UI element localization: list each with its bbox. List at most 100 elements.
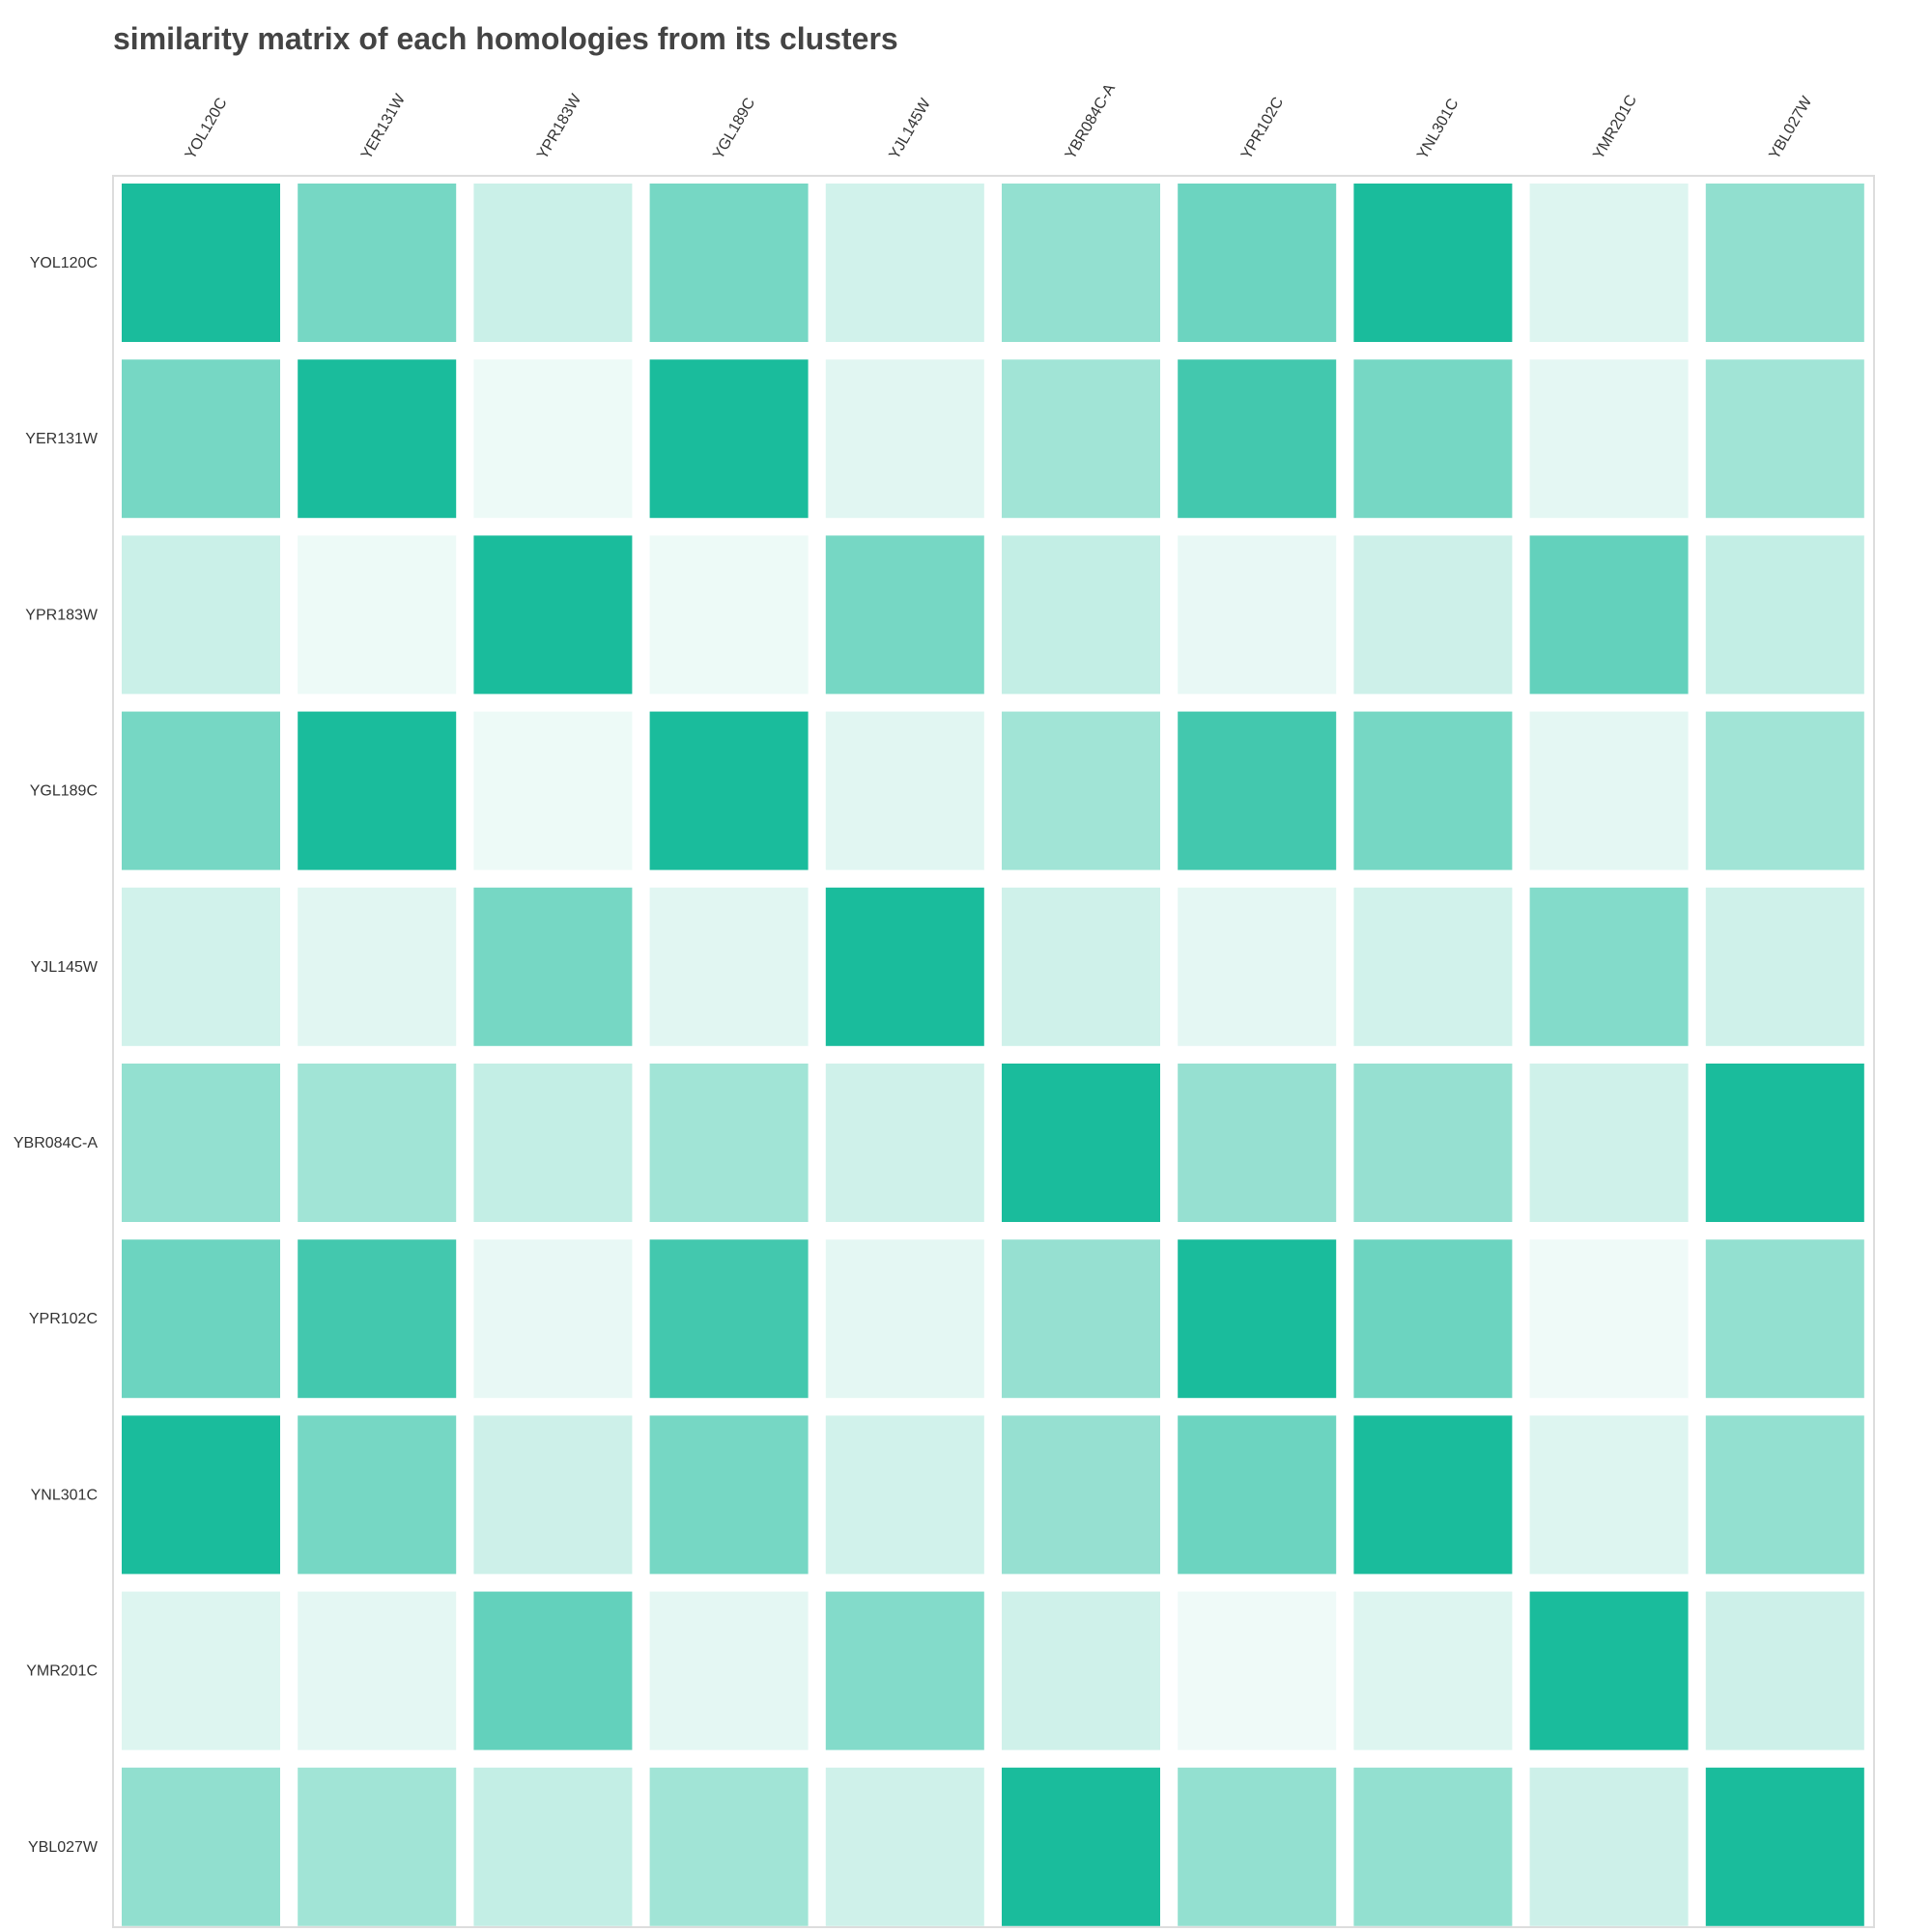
heatmap-cell [1529, 535, 1689, 695]
heatmap-cell [649, 359, 809, 519]
heatmap-cell [649, 1591, 809, 1750]
heatmap-cell [1529, 1591, 1689, 1750]
heatmap-cell [298, 535, 457, 695]
heatmap-cell [298, 1064, 457, 1222]
heatmap-cell [1353, 1064, 1513, 1222]
x-tick-label: YBR084C-A [1063, 81, 1119, 162]
heatmap-cell [473, 1591, 633, 1750]
heatmap-cell [825, 359, 984, 519]
x-tick-label: YER131W [358, 91, 410, 162]
x-axis-tick-labels: YOL120C YER131W YPR183W YGL189C YJL145W YBR08… [183, 81, 1816, 162]
heatmap-cell [1353, 711, 1513, 870]
heatmap-cell [1002, 184, 1160, 342]
heatmap-cell [1353, 1767, 1513, 1926]
heatmap-cell [1529, 711, 1689, 870]
y-tick-label: YJL145W [31, 959, 99, 976]
heatmap-cell [473, 1239, 633, 1399]
heatmap-cell [1178, 184, 1337, 342]
y-tick-label: YPR102C [29, 1311, 98, 1327]
heatmap-cell [1529, 1239, 1689, 1399]
heatmap-cell [1705, 1415, 1864, 1575]
plot-border [112, 175, 1875, 1928]
heatmap-cell [1529, 1767, 1689, 1926]
heatmap-cell [649, 711, 809, 870]
heatmap-cell [122, 1767, 280, 1926]
heatmap-cell [825, 887, 984, 1046]
heatmap-cell [1002, 887, 1160, 1046]
heatmap-cell [473, 1767, 633, 1926]
heatmap-cell [298, 1767, 457, 1926]
x-tick-label: YGL189C [710, 96, 758, 162]
heatmap-cell [122, 184, 280, 342]
heatmap-cell [298, 1415, 457, 1575]
y-tick-label: YPR183W [25, 607, 99, 623]
heatmap-cell [1353, 535, 1513, 695]
heatmap-cell [825, 1591, 984, 1750]
heatmap-cell [1178, 535, 1337, 695]
heatmap-cell [122, 535, 280, 695]
chart-title: similarity matrix of each homologies fro… [113, 21, 898, 56]
y-axis-tick-labels: YOL120C YER131W YPR183W YGL189C YJL145W YBR08… [14, 255, 99, 1856]
heatmap-cell [122, 1064, 280, 1222]
y-tick-label: YOL120C [30, 255, 98, 271]
heatmap-cell [1178, 711, 1337, 870]
heatmap-cell [1529, 887, 1689, 1046]
heatmap-cell [122, 711, 280, 870]
x-tick-label: YJL145W [887, 96, 935, 162]
heatmap-cell [1529, 1415, 1689, 1575]
heatmap-cell [1353, 1591, 1513, 1750]
x-tick-label: YOL120C [183, 96, 231, 162]
heatmap-cell [649, 1415, 809, 1575]
heatmap-cell [1178, 1415, 1337, 1575]
heatmap-cell [122, 359, 280, 519]
heatmap-cell [1178, 887, 1337, 1046]
x-tick-label: YMR201C [1590, 93, 1640, 162]
heatmap-cell [1705, 1591, 1864, 1750]
heatmap-cell [473, 711, 633, 870]
heatmap-cell [825, 1239, 984, 1399]
heatmap-cell [473, 1415, 633, 1575]
heatmap-cells [122, 184, 1864, 1926]
heatmap-cell [1178, 1767, 1337, 1926]
heatmap-cell [298, 184, 457, 342]
heatmap-cell [298, 711, 457, 870]
heatmap-cell [825, 1767, 984, 1926]
heatmap-cell [1705, 535, 1864, 695]
heatmap-cell [1353, 359, 1513, 519]
heatmap-cell [298, 1591, 457, 1750]
heatmap-cell [649, 887, 809, 1046]
heatmap-cell [473, 887, 633, 1046]
x-tick-label: YPR183W [534, 91, 585, 162]
heatmap-cell [1178, 1239, 1337, 1399]
heatmap-cell [473, 1064, 633, 1222]
heatmap-cell [1705, 184, 1864, 342]
heatmap-cell [473, 184, 633, 342]
y-tick-label: YBL027W [28, 1839, 99, 1856]
heatmap-cell [122, 1591, 280, 1750]
heatmap-cell [825, 1064, 984, 1222]
x-tick-label: YBL027W [1767, 93, 1816, 162]
heatmap-cell [1002, 711, 1160, 870]
y-tick-label: YMR201C [26, 1663, 98, 1680]
heatmap-cell [1529, 359, 1689, 519]
heatmap-cell [1002, 1239, 1160, 1399]
heatmap-cell [122, 1239, 280, 1399]
heatmap-cell [825, 711, 984, 870]
heatmap-cell [1529, 184, 1689, 342]
heatmap-cell [1002, 1064, 1160, 1222]
heatmap-cell [1002, 1767, 1160, 1926]
y-tick-label: YGL189C [30, 783, 98, 800]
heatmap-cell [1178, 359, 1337, 519]
heatmap-cell [825, 535, 984, 695]
heatmap-cell [649, 535, 809, 695]
x-tick-label: YPR102C [1238, 95, 1287, 162]
y-tick-label: YER131W [25, 431, 99, 447]
heatmap-cell [1178, 1064, 1337, 1222]
heatmap-cell [1178, 1591, 1337, 1750]
heatmap-cell [1705, 711, 1864, 870]
heatmap-cell [1705, 359, 1864, 519]
x-tick-label: YNL301C [1414, 96, 1462, 162]
heatmap-cell [1353, 1415, 1513, 1575]
heatmap-cell [1353, 184, 1513, 342]
